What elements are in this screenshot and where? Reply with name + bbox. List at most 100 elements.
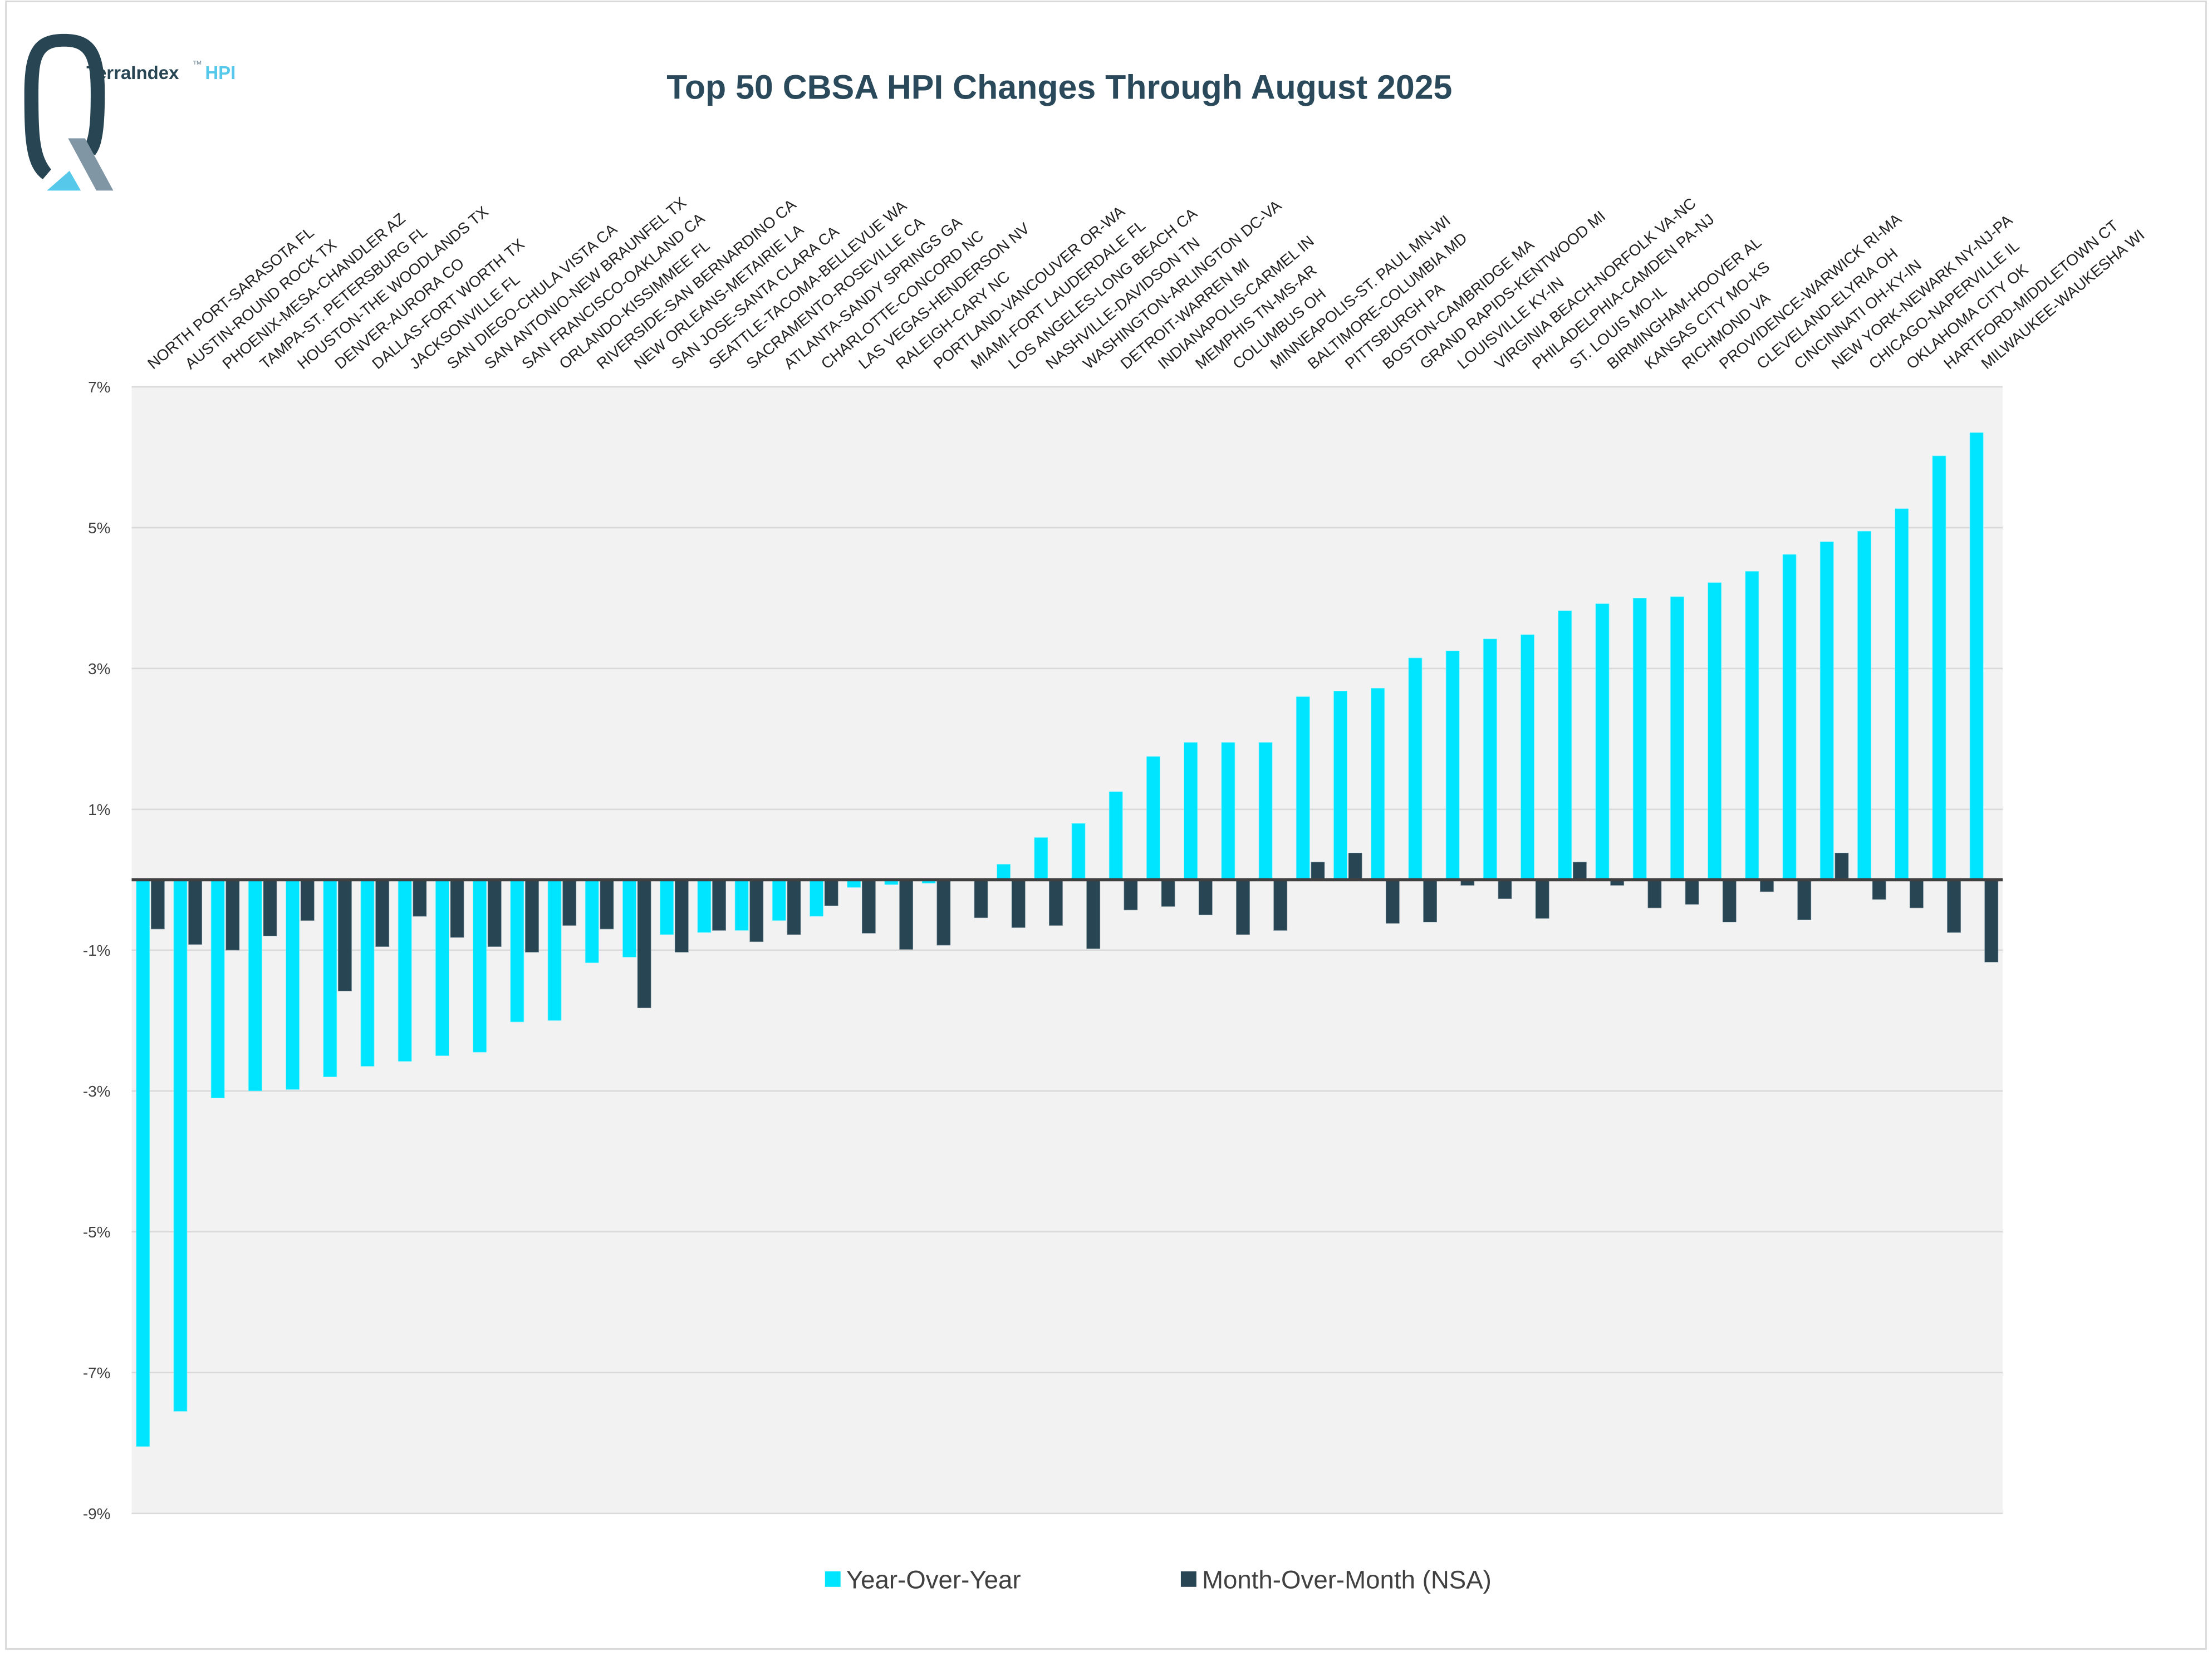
y-tick-label: -1%	[83, 942, 111, 959]
logo-tm: ™	[193, 59, 203, 70]
bar-mom	[189, 879, 202, 944]
bar-mom	[1835, 853, 1848, 879]
bar-yoy	[585, 879, 599, 962]
bar-yoy	[1259, 743, 1272, 880]
bar-yoy	[435, 879, 449, 1055]
bar-mom	[750, 879, 763, 941]
bar-yoy	[136, 879, 150, 1446]
bar-mom	[525, 879, 538, 952]
bar-mom	[413, 879, 426, 916]
bar-mom	[263, 879, 277, 936]
bar-mom	[600, 879, 614, 929]
bar-mom	[338, 879, 351, 991]
bar-mom	[713, 879, 726, 930]
legend-label-yoy: Year-Over-Year	[846, 1565, 1021, 1594]
legend-label-mom: Month-Over-Month (NSA)	[1202, 1565, 1492, 1594]
bar-mom	[1947, 879, 1960, 932]
y-tick-label: 3%	[88, 660, 110, 677]
bar-yoy	[548, 879, 561, 1020]
bar-yoy	[398, 879, 411, 1061]
bar-mom	[1348, 853, 1362, 879]
bar-yoy	[1708, 583, 1721, 880]
bar-yoy	[1633, 598, 1646, 879]
bar-mom	[1723, 879, 1736, 922]
bar-yoy	[1409, 658, 1422, 879]
bar-mom	[787, 879, 801, 935]
bar-mom	[937, 879, 950, 945]
bar-yoy	[1034, 838, 1048, 880]
bar-yoy	[772, 879, 786, 920]
bar-yoy	[1184, 743, 1198, 880]
svg-text:TerraIndex: TerraIndex	[86, 62, 179, 83]
legend-swatch-mom	[1181, 1571, 1196, 1587]
bar-mom	[1573, 862, 1586, 880]
bar-yoy	[361, 879, 374, 1066]
bar-mom	[1049, 879, 1062, 925]
bar-mom	[1872, 879, 1886, 899]
bar-yoy	[1109, 792, 1122, 879]
bar-yoy	[1521, 635, 1534, 879]
bar-yoy	[1857, 531, 1871, 879]
bar-mom	[637, 879, 651, 1008]
bar-yoy	[1072, 823, 1085, 879]
bar-mom	[862, 879, 875, 933]
y-tick-label: -3%	[83, 1083, 111, 1100]
bar-yoy	[1371, 688, 1385, 879]
y-tick-label: -9%	[83, 1505, 111, 1522]
chart-title: Top 50 CBSA HPI Changes Through August 2…	[666, 68, 1452, 106]
bar-yoy	[1970, 433, 1983, 879]
bar-mom	[450, 879, 464, 937]
bar-yoy	[174, 879, 187, 1411]
bar-mom	[1648, 879, 1661, 908]
y-tick-label: -5%	[83, 1223, 111, 1241]
bar-mom	[1685, 879, 1699, 904]
bar-mom	[1798, 879, 1811, 920]
bar-mom	[675, 879, 688, 952]
bar-yoy	[997, 864, 1011, 880]
bar-mom	[1311, 862, 1325, 880]
bar-mom	[1536, 879, 1549, 918]
bar-mom	[974, 879, 988, 917]
bar-mom	[151, 879, 164, 929]
bar-mom	[1424, 879, 1437, 922]
bar-yoy	[1596, 604, 1609, 880]
bar-yoy	[810, 879, 823, 916]
logo-brand: TerraIndex	[86, 62, 179, 83]
bar-yoy	[1933, 456, 1946, 880]
bar-mom	[563, 879, 576, 925]
bar-yoy	[1895, 509, 1909, 880]
bar-yoy	[1333, 691, 1347, 879]
bar-mom	[1985, 879, 1998, 962]
bar-yoy	[1483, 639, 1497, 880]
bar-yoy	[323, 879, 337, 1077]
bar-yoy	[1146, 756, 1160, 879]
bar-yoy	[622, 879, 636, 957]
plot-area: 7%5%3%1%-1%-3%-5%-7%-9%NORTH PORT-SARASO…	[83, 194, 2148, 1522]
bar-yoy	[1222, 743, 1235, 880]
bar-mom	[900, 879, 913, 949]
bar-mom	[301, 879, 314, 920]
bar-mom	[488, 879, 501, 946]
bar-mom	[376, 879, 389, 946]
bar-yoy	[1745, 571, 1759, 879]
bar-yoy	[211, 879, 224, 1098]
bar-mom	[1124, 879, 1137, 910]
bar-yoy	[660, 879, 674, 935]
bar-yoy	[698, 879, 711, 932]
y-tick-label: 7%	[88, 379, 110, 396]
bar-mom	[1236, 879, 1249, 935]
bar-yoy	[1670, 597, 1684, 880]
bar-yoy	[511, 879, 524, 1022]
bar-yoy	[1558, 611, 1572, 879]
bar-mom	[1087, 879, 1100, 949]
bar-mom	[1498, 879, 1512, 898]
bar-yoy	[735, 879, 748, 930]
bar-mom	[1274, 879, 1287, 930]
bar-mom	[1910, 879, 1923, 908]
bar-mom	[1161, 879, 1175, 906]
bar-mom	[226, 879, 239, 950]
bar-mom	[825, 879, 838, 906]
bar-yoy	[248, 879, 262, 1090]
